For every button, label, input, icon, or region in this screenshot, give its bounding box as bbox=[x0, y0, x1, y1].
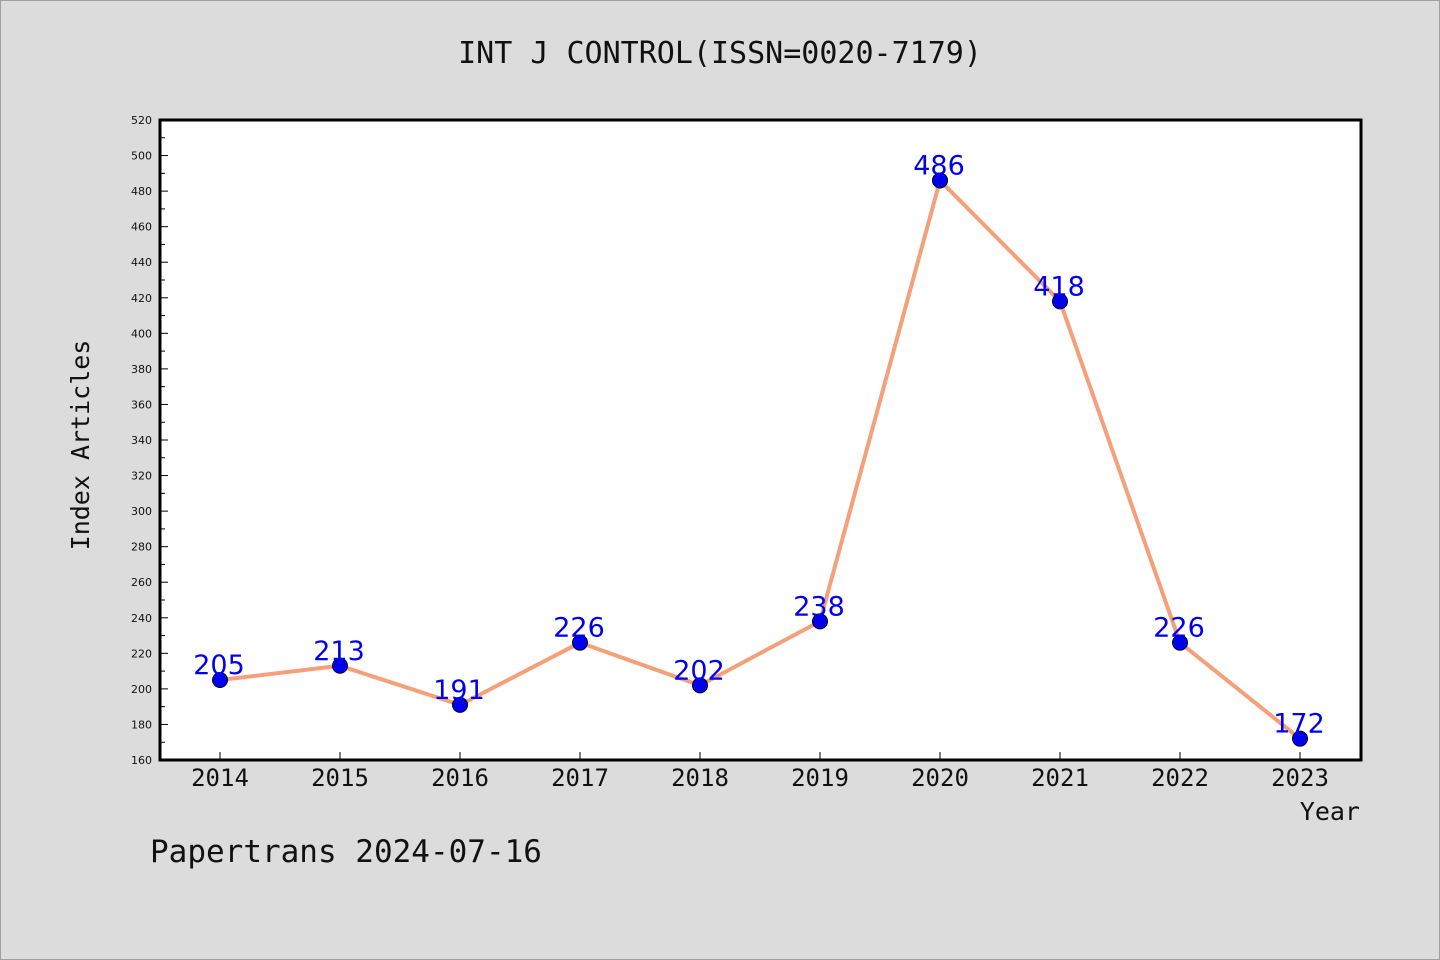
data-label: 238 bbox=[793, 591, 845, 622]
y-tick-label: 400 bbox=[131, 327, 152, 340]
y-tick-label: 360 bbox=[131, 398, 152, 411]
series-line-group bbox=[218, 178, 1302, 741]
series-line bbox=[218, 178, 1302, 741]
data-label: 226 bbox=[1153, 613, 1205, 644]
data-point bbox=[932, 172, 948, 189]
y-tick-label: 220 bbox=[131, 647, 152, 660]
x-tick-label: 2022 bbox=[1151, 764, 1209, 792]
y-tick-label: 260 bbox=[131, 576, 152, 589]
x-axis-ticks: 2014 2015 2016 2017 2018 2019 2020 2021 2022 2023 bbox=[191, 752, 1329, 792]
x-tick-label: 2021 bbox=[1031, 764, 1089, 792]
y-tick-label: 520 bbox=[131, 114, 152, 127]
x-axis-label: Year bbox=[1300, 797, 1360, 826]
y-tick-label: 240 bbox=[131, 612, 152, 625]
y-tick-label: 320 bbox=[131, 470, 152, 483]
y-tick-label: 300 bbox=[131, 505, 152, 518]
data-point bbox=[812, 613, 828, 630]
x-tick-label: 2019 bbox=[791, 764, 849, 792]
y-tick-label: 180 bbox=[131, 718, 152, 731]
y-tick-label: 280 bbox=[131, 541, 152, 554]
data-label: 172 bbox=[1273, 709, 1325, 740]
data-point bbox=[572, 634, 588, 651]
data-point bbox=[1292, 730, 1308, 747]
data-point bbox=[692, 677, 708, 694]
data-point bbox=[1172, 634, 1188, 651]
data-labels-group: 205 213 191 226 202 238 486 418 226 172 bbox=[193, 150, 1325, 739]
data-point bbox=[332, 657, 348, 674]
x-tick-label: 2015 bbox=[311, 764, 369, 792]
data-label: 226 bbox=[553, 613, 605, 644]
data-label: 486 bbox=[913, 150, 965, 181]
markers-group bbox=[212, 172, 1308, 747]
y-tick-label: 440 bbox=[131, 256, 152, 269]
x-tick-label: 2023 bbox=[1271, 764, 1329, 792]
x-tick-label: 2016 bbox=[431, 764, 489, 792]
y-tick-label: 200 bbox=[131, 683, 152, 696]
y-tick-label: 420 bbox=[131, 292, 152, 305]
x-tick-label: 2017 bbox=[551, 764, 609, 792]
y-tick-label: 380 bbox=[131, 363, 152, 376]
x-tick-label: 2014 bbox=[191, 764, 249, 792]
y-axis-label: Index Articles bbox=[66, 340, 95, 551]
y-axis-ticks: 160 180 200 220 240 260 280 300 320 340 360 380 400 4… bbox=[131, 114, 168, 767]
data-label: 191 bbox=[433, 675, 485, 706]
data-label: 418 bbox=[1033, 271, 1085, 302]
chart-title: INT J CONTROL(ISSN=0020-7179) bbox=[458, 36, 982, 71]
data-point bbox=[1052, 293, 1068, 310]
footer-note: Papertrans 2024-07-16 bbox=[150, 834, 542, 870]
y-tick-label: 340 bbox=[131, 434, 152, 447]
y-tick-label: 160 bbox=[131, 754, 152, 767]
data-point bbox=[452, 696, 468, 713]
y-tick-label: 500 bbox=[131, 150, 152, 163]
data-label: 213 bbox=[313, 636, 365, 667]
x-tick-label: 2018 bbox=[671, 764, 729, 792]
data-label: 202 bbox=[673, 655, 725, 686]
data-point bbox=[212, 672, 228, 688]
x-tick-label: 2020 bbox=[911, 764, 969, 792]
y-tick-label: 480 bbox=[131, 185, 152, 198]
y-tick-label: 460 bbox=[131, 221, 152, 234]
data-label: 205 bbox=[193, 650, 245, 681]
